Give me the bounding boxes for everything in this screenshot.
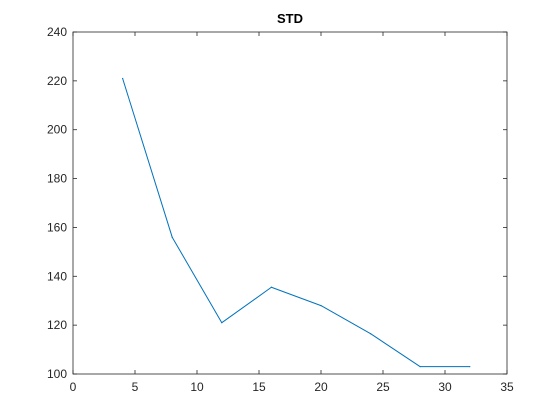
x-tick-label: 35 xyxy=(500,380,514,394)
x-tick-label: 30 xyxy=(438,380,452,394)
y-tick-label: 200 xyxy=(47,123,67,137)
x-tick-label: 0 xyxy=(70,380,77,394)
x-tick-label: 15 xyxy=(252,380,266,394)
data-point xyxy=(320,305,322,307)
y-tick-label: 160 xyxy=(47,220,67,234)
y-tick-label: 240 xyxy=(47,25,67,39)
y-tick-label: 100 xyxy=(47,367,67,381)
y-tick-label: 140 xyxy=(47,269,67,283)
x-axis: 0 5 10 15 20 25 30 35 xyxy=(70,32,514,394)
y-tick-label: 120 xyxy=(47,318,67,332)
y-axis: 100 120 140 160 180 200 220 240 xyxy=(47,25,507,381)
data-point xyxy=(270,286,272,288)
x-tick-label: 10 xyxy=(190,380,204,394)
x-tick-label: 20 xyxy=(314,380,328,394)
data-point xyxy=(171,236,173,238)
data-point xyxy=(469,366,471,368)
data-point xyxy=(122,77,124,80)
data-point xyxy=(370,333,372,335)
y-tick-label: 180 xyxy=(47,172,67,186)
x-tick-label: 25 xyxy=(376,380,390,394)
y-tick-label: 220 xyxy=(47,74,67,88)
chart-title: STD xyxy=(277,11,303,26)
x-tick-label: 5 xyxy=(132,380,139,394)
series-line xyxy=(122,78,470,368)
series-layer xyxy=(122,77,471,368)
data-point xyxy=(419,366,421,368)
plot-area xyxy=(73,32,507,374)
axes-box xyxy=(72,31,508,375)
data-point xyxy=(221,322,223,324)
